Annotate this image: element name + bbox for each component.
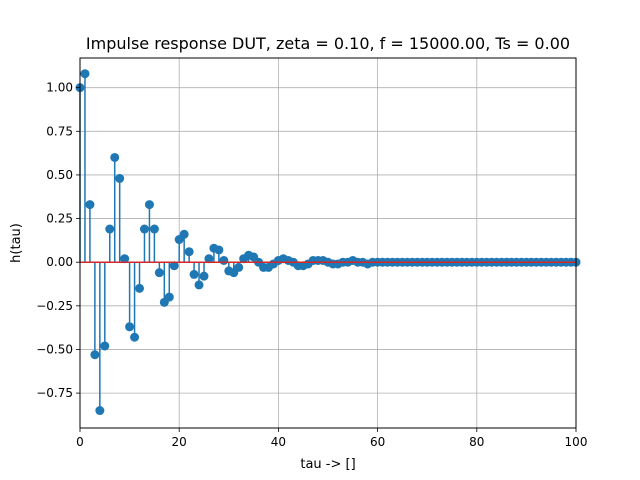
stem-marker <box>214 245 224 255</box>
x-axis-ticks: 0 20 40 60 80 100 <box>76 428 587 449</box>
stem-marker <box>234 262 244 272</box>
stem-marker <box>194 280 204 290</box>
y-tick-label: 0.50 <box>46 168 73 182</box>
plot-area <box>80 58 576 428</box>
x-tick-label: 20 <box>172 435 187 449</box>
stem-marker <box>110 152 120 162</box>
plot-frame <box>79 57 577 429</box>
y-axis-ticks: −0.75 −0.50 −0.25 0.00 0.25 0.50 0.75 1.00 <box>36 81 80 400</box>
y-tick-label: 0.00 <box>46 255 73 269</box>
stem-marker <box>144 200 154 210</box>
stem-marker <box>105 224 115 234</box>
y-tick-label: −0.50 <box>36 342 73 356</box>
stem-marker <box>204 254 214 264</box>
stem-marker <box>80 69 90 79</box>
stem-marker <box>149 224 159 234</box>
y-axis-label: h(tau) <box>9 223 24 263</box>
stem-marker <box>199 271 209 281</box>
stem-marker <box>219 255 229 265</box>
x-tick-label: 60 <box>370 435 385 449</box>
stem-marker <box>130 332 140 342</box>
stem-marker <box>169 261 179 271</box>
y-tick-label: 0.75 <box>46 124 73 138</box>
stem-marker <box>120 254 130 264</box>
stem-marker <box>125 322 135 332</box>
y-tick-label: −0.25 <box>36 299 73 313</box>
stem-marker <box>154 268 164 278</box>
y-tick-label: −0.75 <box>36 386 73 400</box>
y-tick-label: 1.00 <box>46 81 73 95</box>
stem-marker <box>85 200 95 210</box>
chart-title: Impulse response DUT, zeta = 0.10, f = 1… <box>86 34 570 53</box>
x-axis-label: tau -> [] <box>300 457 355 472</box>
stem-marker <box>135 283 145 293</box>
stem-marker <box>115 173 125 183</box>
x-tick-label: 100 <box>565 435 588 449</box>
stem-marker <box>95 406 105 416</box>
stem-marker <box>179 229 189 239</box>
stem-marker <box>189 269 199 279</box>
stem-marker <box>90 350 100 360</box>
x-tick-label: 0 <box>76 435 84 449</box>
stem-marker <box>139 224 149 234</box>
x-tick-label: 80 <box>469 435 484 449</box>
stem-marker <box>164 292 174 302</box>
y-tick-label: 0.25 <box>46 212 73 226</box>
stem-marker <box>184 247 194 257</box>
stem-marker <box>100 341 110 351</box>
x-tick-label: 40 <box>271 435 286 449</box>
